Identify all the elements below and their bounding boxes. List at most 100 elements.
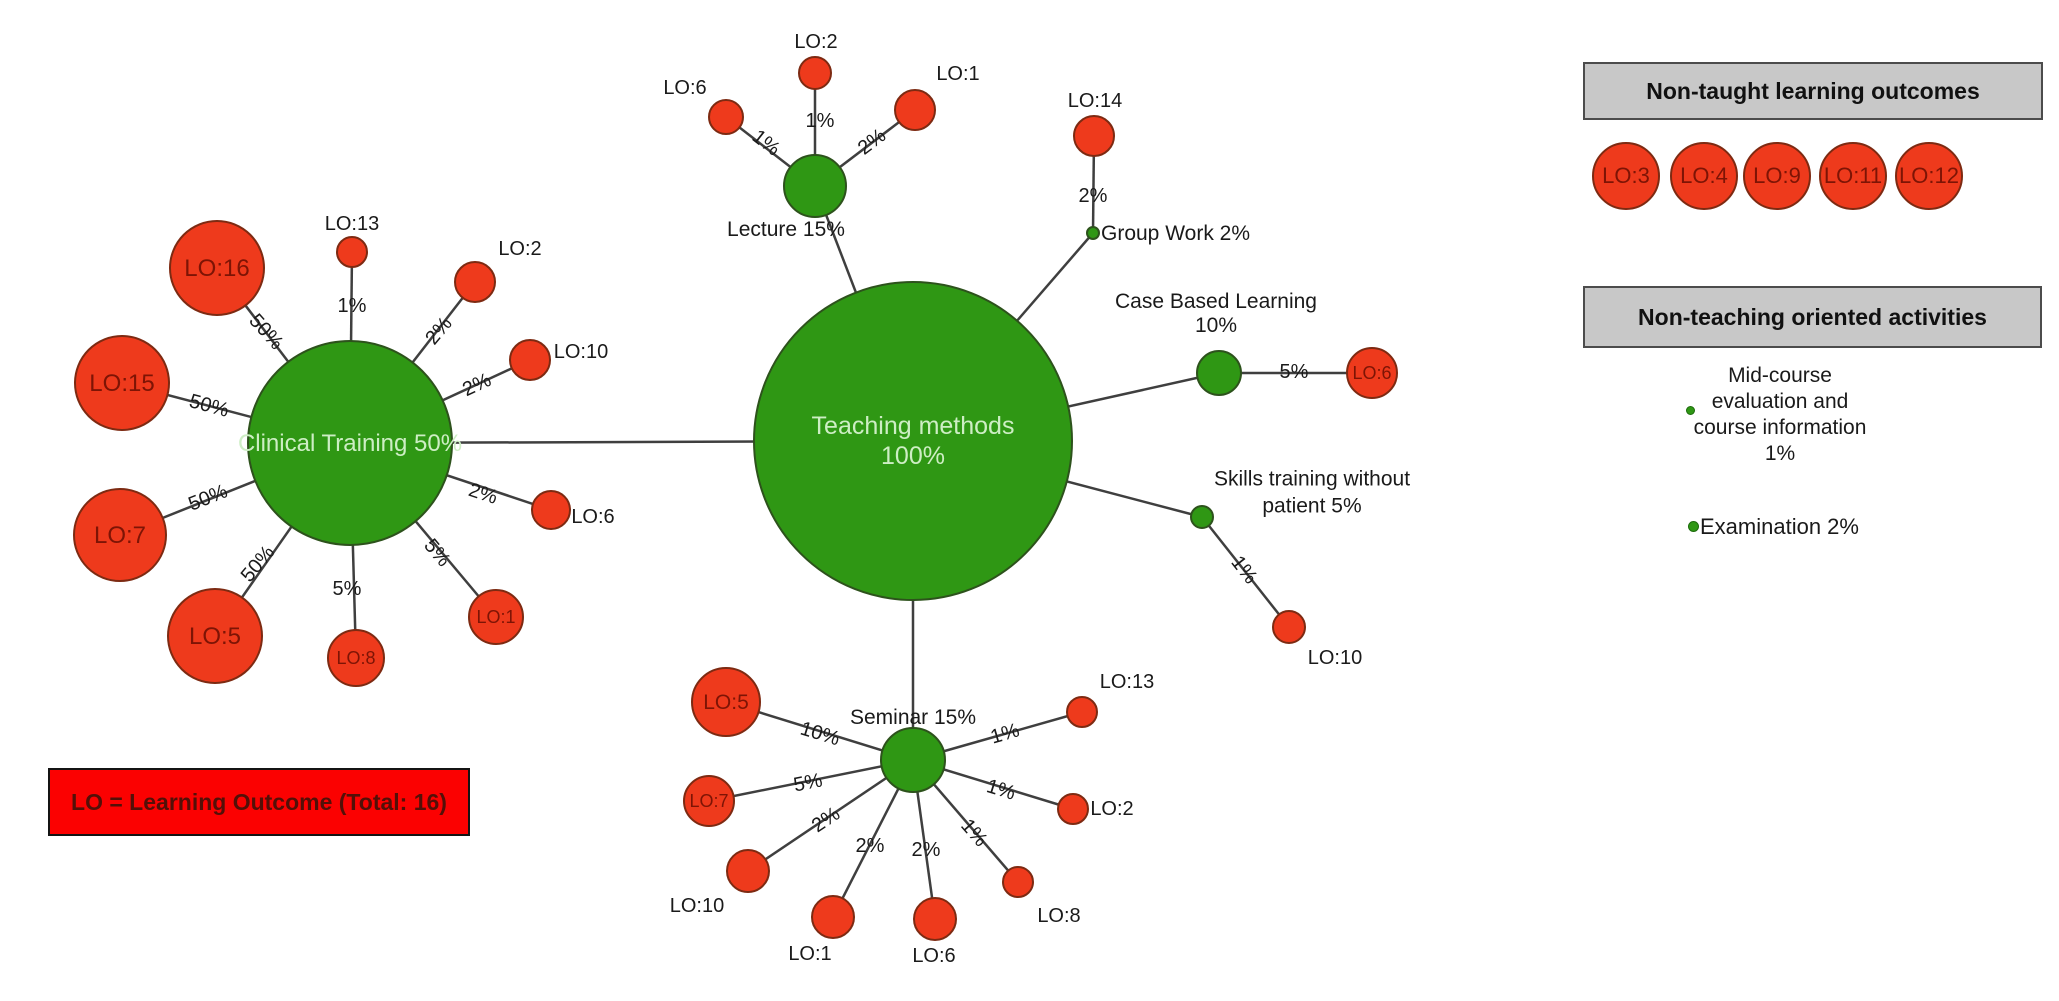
edge-label-clinical-lo6-cl: 2% — [466, 479, 500, 509]
edge-label-seminar-lo7-sem: 5% — [792, 769, 825, 796]
node-lo13-sem — [1066, 696, 1098, 728]
node-label-lo7-sem: LO:7 — [689, 791, 728, 811]
node-lo13-cl — [336, 236, 368, 268]
non-taught-lo11-circle: LO:11 — [1819, 142, 1887, 210]
node-label-lo8-cl: LO:8 — [336, 648, 375, 668]
edge-label-clinical-lo1-cl: 5% — [419, 535, 455, 571]
lo1-seminar-label: LO:1 — [788, 943, 831, 965]
node-lecture — [783, 154, 847, 218]
examination-dot-icon — [1688, 521, 1699, 532]
node-label-lo7: LO:7 — [94, 522, 146, 549]
lo14-label: LO:14 — [1068, 90, 1122, 112]
lo10-clinical-label: LO:10 — [554, 341, 608, 363]
lo2-clinical-label: LO:2 — [498, 238, 541, 260]
edge-label-casebased-lo6-cb: 5% — [1280, 361, 1309, 383]
node-lo6-cl — [531, 490, 571, 530]
midcourse-dot-icon — [1686, 406, 1695, 415]
node-label-lo5-cl: LO:5 — [189, 623, 241, 650]
node-label-lo6-cb: LO:6 — [1352, 363, 1391, 383]
node-label-teaching: Teaching methods 100% — [812, 412, 1015, 470]
edge-label-seminar-lo1-sem: 2% — [856, 835, 885, 857]
node-lo10-sem — [726, 849, 770, 893]
lo13-clinical-label: LO:13 — [325, 213, 379, 235]
node-lo7 — [73, 488, 167, 582]
node-lo1-sem — [811, 895, 855, 939]
edge-label-clinical-lo5-cl: 50% — [237, 541, 280, 586]
edge-label-clinical-lo7: 50% — [185, 480, 231, 515]
node-lo10-sk — [1272, 610, 1306, 644]
node-casebased — [1196, 350, 1242, 396]
lo2-lecture-label: LO:2 — [794, 31, 837, 53]
node-label-lo1-cl: LO:1 — [476, 607, 515, 627]
edge-label-lecture-lo1-lec: 2% — [854, 124, 890, 159]
node-lo10-cl — [509, 339, 551, 381]
node-seminar — [880, 727, 946, 793]
node-lo1-lec — [894, 89, 936, 131]
node-lo7-sem — [683, 775, 735, 827]
non-taught-lo4-circle: LO:4 — [1670, 142, 1738, 210]
edge-label-clinical-lo8-cl: 5% — [333, 578, 362, 600]
edge-label-seminar-lo5-sem: 10% — [798, 718, 843, 751]
edge-label-clinical-lo16: 50% — [244, 310, 287, 355]
non-taught-lo3-circle: LO:3 — [1592, 142, 1660, 210]
node-lo2-cl — [454, 261, 496, 303]
edge-label-clinical-lo15: 50% — [187, 390, 232, 422]
edge-label-skills-lo10-sk: 1% — [1226, 552, 1261, 588]
node-lo5-sem — [691, 667, 761, 737]
edge-seminar-lo10-sem — [747, 758, 914, 873]
node-label-clinical: Clinical Training 50% — [238, 430, 462, 457]
lo6-seminar-label: LO:6 — [912, 945, 955, 967]
node-label-lo5-sem: LO:5 — [703, 691, 749, 714]
non-teaching-activities-header: Non-teaching oriented activities — [1583, 286, 2042, 348]
node-lo6-cb — [1346, 347, 1398, 399]
non-taught-lo9-circle: LO:9 — [1743, 142, 1811, 210]
edge-label-seminar-lo10-sem: 2% — [808, 803, 844, 838]
lo1-lecture-label: LO:1 — [936, 63, 979, 85]
lo10-skills-label: LO:10 — [1308, 647, 1362, 669]
node-groupwork — [1086, 226, 1100, 240]
node-lo2-sem — [1057, 793, 1089, 825]
non-taught-lo12-circle: LO:12 — [1895, 142, 1963, 210]
skills-label: Skills training without patient 5% — [1214, 467, 1410, 517]
node-lo14 — [1073, 115, 1115, 157]
node-lo1-cl — [468, 589, 524, 645]
node-lo8-sem — [1002, 866, 1034, 898]
edge-seminar-lo7-sem — [708, 758, 914, 803]
edge-label-seminar-lo6-sem: 2% — [912, 839, 941, 861]
midcourse-evaluation-label: Mid-course evaluation and course informa… — [1693, 364, 1867, 465]
node-clinical — [247, 340, 453, 546]
node-skills — [1190, 505, 1214, 529]
node-lo2-lec — [798, 56, 832, 90]
node-lo5-cl — [167, 588, 263, 684]
node-lo16 — [169, 220, 265, 316]
node-lo15 — [74, 335, 170, 431]
node-teaching — [753, 281, 1073, 601]
edge-label-groupwork-lo14: 2% — [1079, 185, 1108, 207]
lo8-seminar-label: LO:8 — [1037, 905, 1080, 927]
lo13-seminar-label: LO:13 — [1100, 671, 1154, 693]
edge-label-clinical-lo13-cl: 1% — [338, 295, 367, 317]
node-label-lo15: LO:15 — [89, 370, 154, 397]
edge-label-lecture-lo2-lec: 1% — [806, 110, 835, 132]
edge-label-seminar-lo2-sem: 1% — [984, 775, 1018, 805]
node-lo6-sem — [913, 897, 957, 941]
lo10-seminar-label: LO:10 — [670, 895, 724, 917]
lo6-lecture-label: LO:6 — [663, 77, 706, 99]
casebased-label: Case Based Learning 10% — [1115, 290, 1317, 337]
non-taught-header: Non-taught learning outcomes — [1583, 62, 2043, 120]
edge-label-seminar-lo13-sem: 1% — [988, 719, 1022, 748]
lo6-clinical-label: LO:6 — [571, 506, 614, 528]
groupwork-label: Group Work 2% — [1101, 222, 1250, 245]
edge-label-lecture-lo6-lec: 1% — [748, 125, 784, 160]
edge-skills-lo10-sk — [1201, 516, 1290, 628]
node-lo6-lec — [708, 99, 744, 135]
edge-label-clinical-lo10-cl: 2% — [459, 369, 495, 401]
lo-legend-box: LO = Learning Outcome (Total: 16) — [48, 768, 470, 836]
seminar-label: Seminar 15% — [850, 706, 976, 729]
node-lo8-cl — [327, 629, 385, 687]
lecture-label: Lecture 15% — [727, 218, 845, 241]
node-label-lo16: LO:16 — [184, 255, 249, 282]
lo2-seminar-label: LO:2 — [1090, 798, 1133, 820]
